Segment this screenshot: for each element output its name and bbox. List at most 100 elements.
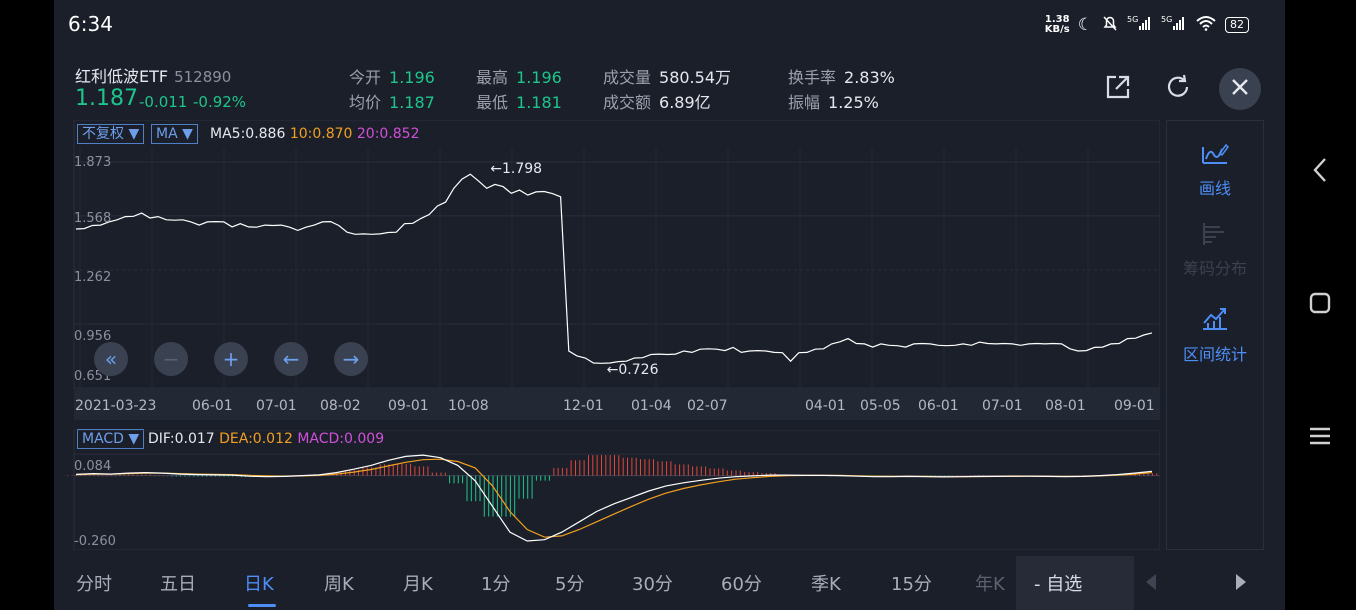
macd-value: MACD:0.009 bbox=[297, 431, 385, 447]
macd-bar bbox=[644, 459, 646, 476]
macd-bar bbox=[674, 464, 676, 476]
macd-bar bbox=[201, 475, 203, 477]
macd-bar bbox=[366, 467, 368, 476]
max-price-annotation: ←1.798 bbox=[490, 161, 542, 177]
adjust-select[interactable]: 不复权 ▼ bbox=[77, 124, 145, 144]
tab-fenshi[interactable]: 分时 bbox=[76, 574, 112, 595]
active-tab-indicator bbox=[248, 604, 276, 607]
macd-bar bbox=[483, 475, 485, 517]
macd-bar bbox=[1147, 473, 1149, 476]
refresh-button[interactable] bbox=[1157, 68, 1199, 110]
macd-bar bbox=[171, 475, 173, 477]
macd-bar bbox=[770, 473, 772, 476]
macd-bar bbox=[379, 464, 381, 476]
zoom-out-max-button[interactable]: « bbox=[94, 342, 128, 376]
menu-icon[interactable] bbox=[1305, 421, 1335, 451]
range-stats-label: 区间统计 bbox=[1182, 345, 1247, 364]
watchlist-button[interactable]: - 自选 bbox=[1016, 556, 1134, 610]
scroll-right-button[interactable]: → bbox=[334, 342, 368, 376]
macd-bar bbox=[709, 468, 711, 476]
macd-bar bbox=[570, 460, 572, 476]
svg-text:5G: 5G bbox=[1161, 15, 1172, 24]
macd-bar bbox=[440, 472, 442, 476]
bell-muted-icon bbox=[1101, 14, 1119, 35]
x-tick: 09-01 bbox=[388, 398, 429, 414]
tab-1min[interactable]: 1分 bbox=[481, 574, 511, 595]
macd-bar bbox=[154, 475, 156, 477]
macd-bar bbox=[470, 475, 472, 502]
tab-15min[interactable]: 15分 bbox=[891, 574, 932, 595]
x-tick: 06-01 bbox=[192, 398, 233, 414]
macd-bar bbox=[492, 475, 494, 517]
price-chart[interactable]: ←1.798 ←0.726 bbox=[66, 120, 1160, 420]
macd-bar bbox=[110, 475, 112, 477]
wifi-icon bbox=[1195, 15, 1217, 34]
macd-bar bbox=[188, 475, 190, 477]
macd-bar bbox=[765, 473, 767, 476]
macd-bar bbox=[718, 468, 720, 476]
macd-bar bbox=[683, 464, 685, 476]
status-bar: 6:34 1.38 KB/s ☾ 5G 5G 82 bbox=[54, 0, 1285, 48]
macd-bar bbox=[575, 460, 576, 476]
macd-bar bbox=[206, 475, 208, 477]
macd-chart[interactable] bbox=[66, 430, 1160, 550]
macd-bar bbox=[462, 475, 464, 484]
macd-bar bbox=[631, 457, 633, 476]
close-button[interactable] bbox=[1219, 68, 1261, 110]
tab-wuri[interactable]: 五日 bbox=[160, 574, 196, 595]
macd-bar bbox=[149, 474, 151, 476]
macd-bar bbox=[466, 475, 468, 502]
indicator-select[interactable]: MA ▼ bbox=[151, 124, 198, 144]
home-icon[interactable] bbox=[1305, 288, 1335, 318]
zoom-in-button[interactable]: + bbox=[214, 342, 248, 376]
macd-bar bbox=[653, 459, 654, 476]
tabs-next-button[interactable] bbox=[1234, 572, 1248, 596]
tab-60min[interactable]: 60分 bbox=[721, 574, 762, 595]
macd-bar bbox=[1008, 475, 1010, 476]
status-time: 6:34 bbox=[68, 12, 113, 36]
chip-distribution-button[interactable]: 筹码分布 bbox=[1167, 221, 1263, 279]
y-tick-3: 1.262 bbox=[74, 270, 112, 285]
tabs-prev-button[interactable] bbox=[1144, 572, 1158, 596]
macd-bar bbox=[76, 475, 77, 476]
macd-bar bbox=[375, 467, 377, 476]
x-axis-band bbox=[74, 388, 1160, 420]
price-series-line bbox=[75, 173, 1153, 364]
tab-30min[interactable]: 30分 bbox=[632, 574, 673, 595]
zoom-out-button[interactable]: − bbox=[154, 342, 188, 376]
last-price: 1.187 bbox=[75, 86, 138, 111]
macd-bar bbox=[236, 475, 238, 477]
macd-bar bbox=[353, 470, 355, 476]
tab-quarterly-k[interactable]: 季K bbox=[811, 574, 841, 595]
tab-monthly-k[interactable]: 月K bbox=[403, 574, 433, 595]
x-tick: 08-02 bbox=[320, 398, 361, 414]
stat-open: 今开 1.196 bbox=[349, 68, 435, 87]
system-nav-bar bbox=[1285, 0, 1356, 610]
macd-bar bbox=[509, 475, 511, 517]
macd-bar bbox=[496, 475, 498, 517]
macd-bar bbox=[943, 475, 945, 477]
tab-yearly-k[interactable]: 年K bbox=[975, 574, 1005, 595]
macd-bar bbox=[175, 475, 177, 477]
macd-bar bbox=[227, 475, 229, 477]
draw-line-button[interactable]: 画线 bbox=[1167, 141, 1263, 199]
range-stats-button[interactable]: 区间统计 bbox=[1167, 305, 1263, 365]
tab-daily-k[interactable]: 日K bbox=[244, 574, 274, 595]
share-button[interactable] bbox=[1097, 68, 1139, 110]
macd-bar bbox=[974, 475, 976, 476]
macd-bar bbox=[210, 475, 212, 477]
scroll-left-button[interactable]: ← bbox=[274, 342, 308, 376]
refresh-icon bbox=[1164, 73, 1192, 105]
macd-bar bbox=[713, 468, 715, 476]
macd-bar bbox=[405, 463, 407, 476]
macd-bar bbox=[935, 475, 937, 477]
ma20-value: 20:0.852 bbox=[356, 126, 420, 142]
macd-plot-frame bbox=[73, 430, 1160, 550]
macd-bar bbox=[696, 466, 698, 476]
back-icon[interactable] bbox=[1305, 155, 1335, 185]
tab-5min[interactable]: 5分 bbox=[555, 574, 585, 595]
y-tick-4: 0.956 bbox=[74, 329, 112, 344]
tab-weekly-k[interactable]: 周K bbox=[324, 574, 354, 595]
macd-bar bbox=[752, 472, 754, 476]
macd-bar bbox=[969, 475, 971, 476]
